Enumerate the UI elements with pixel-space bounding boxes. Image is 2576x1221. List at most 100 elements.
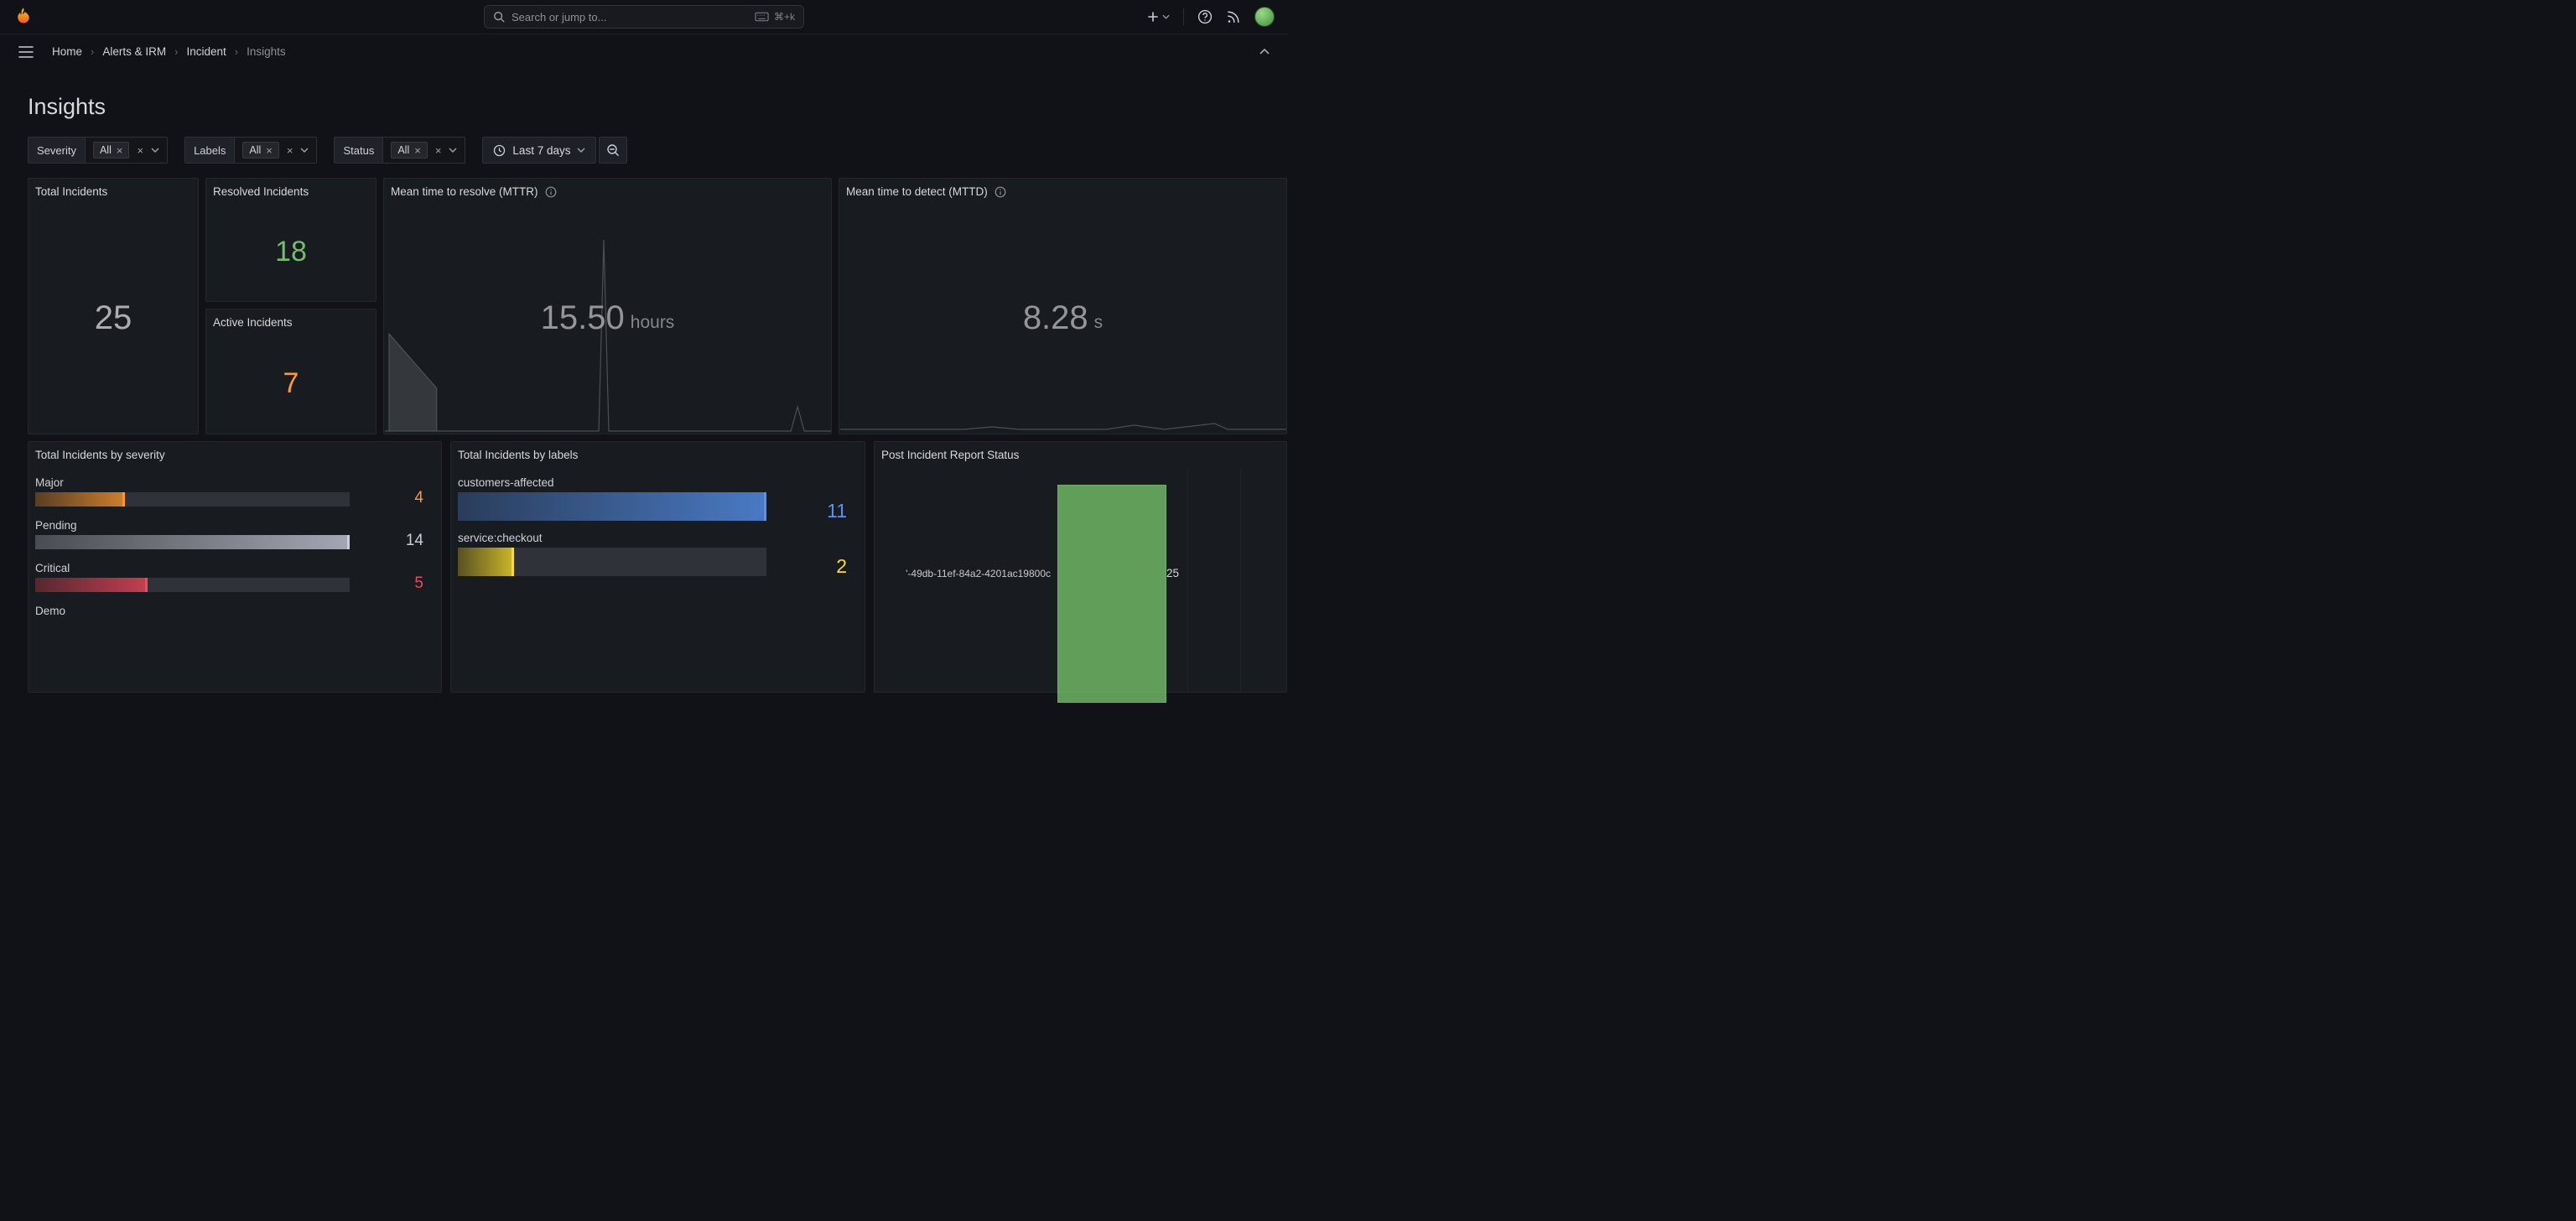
news-button[interactable]	[1226, 9, 1241, 24]
chevron-down-icon	[1162, 14, 1170, 19]
panel-resolved-incidents: Resolved Incidents 18	[205, 178, 377, 302]
panel-title[interactable]: Total Incidents by severity	[35, 449, 165, 461]
panel-mttr: Mean time to resolve (MTTR) 15.50 hours	[383, 178, 832, 434]
breadcrumb-item-alerts-irm[interactable]: Alerts & IRM	[102, 45, 167, 58]
severity-bar-gauge: Major 4 Pending 14 Critical 5	[29, 465, 441, 621]
sparkline-line	[840, 423, 1287, 430]
grafana-logo-icon[interactable]	[13, 6, 35, 28]
new-menu-button[interactable]	[1147, 11, 1170, 23]
chevron-down-icon	[577, 148, 585, 153]
gauge-track	[458, 548, 766, 576]
clear-filter-icon[interactable]: ×	[286, 143, 293, 157]
stat-value-active-incidents: 7	[283, 366, 299, 399]
search-icon	[494, 12, 505, 23]
info-icon[interactable]	[995, 186, 1006, 198]
top-navigation-bar: ⌘+k	[0, 0, 1288, 34]
topbar-divider	[1183, 8, 1184, 25]
chip-remove-icon[interactable]: ×	[266, 143, 273, 157]
zoom-out-icon	[607, 144, 620, 156]
sparkline-line	[385, 239, 832, 432]
mega-menu-toggle[interactable]	[15, 43, 37, 61]
chevron-down-icon[interactable]	[151, 148, 159, 153]
clear-filter-icon[interactable]: ×	[434, 143, 442, 157]
gauge-fill	[458, 548, 514, 576]
mttd-sparkline	[840, 423, 1287, 430]
zoom-out-time-button[interactable]	[599, 137, 628, 164]
panel-title[interactable]: Total Incidents by labels	[458, 449, 579, 461]
gauge-track	[458, 492, 766, 521]
panel-total-incidents: Total Incidents 25	[28, 178, 199, 434]
chip-remove-icon[interactable]: ×	[414, 143, 421, 157]
gauge-fill	[35, 492, 126, 507]
report-category-label: '-49db-11ef-84a2-4201ac19800c	[906, 568, 1051, 579]
gauge-row-service-checkout: service:checkout 2	[458, 532, 847, 576]
filter-status-label[interactable]: Status	[335, 138, 383, 163]
info-icon[interactable]	[545, 186, 557, 198]
time-controls: Last 7 days	[482, 137, 628, 164]
gauge-row-demo: Demo	[35, 605, 423, 621]
gauge-label: customers-affected	[458, 476, 554, 489]
collapse-controls-button[interactable]	[1256, 45, 1273, 58]
time-range-picker[interactable]: Last 7 days	[482, 137, 597, 164]
gauge-value: 11	[827, 499, 847, 522]
stat-value-total-incidents: 25	[94, 299, 132, 336]
breadcrumb: Home › Alerts & IRM › Incident › Insight…	[52, 45, 286, 58]
breadcrumb-separator: ›	[91, 45, 95, 58]
stat-unit-mttd: s	[1093, 313, 1104, 332]
chevron-down-icon[interactable]	[449, 148, 457, 153]
clock-icon	[494, 144, 506, 156]
clear-filter-icon[interactable]: ×	[137, 143, 144, 157]
chevron-up-icon	[1259, 49, 1270, 55]
gridline	[1187, 469, 1188, 692]
panel-title[interactable]: Mean time to detect (MTTD)	[846, 185, 988, 198]
keyboard-icon	[755, 12, 769, 22]
gauge-fill	[35, 578, 148, 592]
breadcrumb-separator: ›	[234, 45, 239, 58]
labels-bar-gauge: customers-affected 11 service:checkout 2	[451, 465, 865, 576]
breadcrumb-item-insights: Insights	[247, 45, 286, 58]
chip-remove-icon[interactable]: ×	[116, 143, 123, 157]
hamburger-icon	[18, 45, 34, 58]
panel-title[interactable]: Active Incidents	[213, 316, 293, 329]
panel-mttd: Mean time to detect (MTTD) 8.28 s	[839, 178, 1287, 434]
gauge-label: service:checkout	[458, 532, 543, 544]
filter-chip[interactable]: All ×	[391, 142, 428, 158]
gauge-fill	[35, 535, 350, 549]
breadcrumb-item-incident[interactable]: Incident	[186, 45, 226, 58]
filter-labels-label[interactable]: Labels	[185, 138, 235, 163]
report-value-label: 25	[1166, 567, 1180, 579]
page-title: Insights	[28, 94, 106, 119]
filter-status: Status All × ×	[334, 137, 466, 164]
gauge-value: 5	[414, 574, 423, 593]
plus-icon	[1148, 12, 1158, 22]
panel-title[interactable]: Resolved Incidents	[213, 185, 309, 198]
gauge-label: Critical	[35, 562, 70, 574]
filter-severity-label[interactable]: Severity	[29, 138, 85, 163]
breadcrumb-separator: ›	[174, 45, 179, 58]
report-green-bar	[1057, 485, 1166, 703]
chevron-down-icon[interactable]	[300, 148, 309, 153]
gauge-label: Pending	[35, 519, 77, 532]
user-avatar[interactable]	[1254, 7, 1275, 27]
panel-title[interactable]: Total Incidents	[35, 185, 108, 198]
gauge-track	[35, 492, 350, 507]
breadcrumb-item-home[interactable]: Home	[52, 45, 83, 58]
stat-unit-mttr: hours	[630, 313, 675, 332]
filter-severity: Severity All × ×	[28, 137, 169, 164]
gauge-row-critical: Critical 5	[35, 562, 423, 592]
rss-icon	[1228, 11, 1239, 23]
panel-title[interactable]: Post Incident Report Status	[881, 449, 1020, 461]
search-input[interactable]: ⌘+k	[484, 5, 804, 29]
stat-value-resolved-incidents: 18	[275, 235, 307, 268]
panel-active-incidents: Active Incidents 7	[205, 309, 377, 434]
filter-status-value[interactable]: All × ×	[382, 138, 465, 163]
panel-title[interactable]: Mean time to resolve (MTTR)	[391, 185, 538, 198]
help-button[interactable]	[1197, 9, 1213, 24]
panel-incidents-by-labels: Total Incidents by labels customers-affe…	[450, 441, 865, 693]
search-field[interactable]	[512, 10, 748, 23]
filter-labels-value[interactable]: All × ×	[234, 138, 317, 163]
filter-chip[interactable]: All ×	[92, 142, 130, 158]
shortcut-keys: ⌘+k	[773, 11, 795, 23]
filter-severity-value[interactable]: All × ×	[84, 138, 168, 163]
filter-chip[interactable]: All ×	[242, 142, 279, 158]
